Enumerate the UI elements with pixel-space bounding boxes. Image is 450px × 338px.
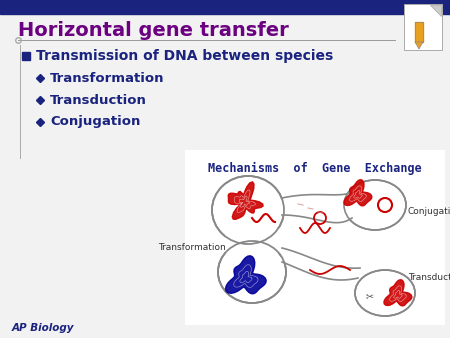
Text: Mechanisms  of  Gene  Exchange: Mechanisms of Gene Exchange	[208, 162, 422, 175]
Polygon shape	[225, 256, 266, 294]
Text: Transduction: Transduction	[408, 273, 450, 283]
Text: ✂: ✂	[366, 291, 374, 301]
Text: Transmission of DNA between species: Transmission of DNA between species	[36, 49, 333, 63]
Text: Transduction: Transduction	[50, 94, 147, 106]
Text: Conjugation: Conjugation	[408, 208, 450, 217]
Polygon shape	[415, 42, 423, 49]
Bar	[185, 150, 445, 325]
Ellipse shape	[355, 270, 415, 316]
Polygon shape	[384, 280, 412, 306]
Text: Transformation: Transformation	[158, 242, 226, 251]
Bar	[225, 228, 280, 253]
Ellipse shape	[212, 176, 284, 244]
Ellipse shape	[218, 241, 286, 303]
Text: AP Biology: AP Biology	[12, 323, 75, 333]
Polygon shape	[228, 182, 263, 219]
FancyBboxPatch shape	[404, 4, 442, 50]
Polygon shape	[415, 22, 423, 42]
Polygon shape	[344, 180, 372, 206]
Polygon shape	[430, 5, 441, 16]
Text: Transformation: Transformation	[50, 72, 165, 84]
Ellipse shape	[344, 180, 406, 230]
Polygon shape	[282, 248, 360, 280]
Text: Horizontal gene transfer: Horizontal gene transfer	[18, 21, 289, 40]
Bar	[0, 0, 450, 14]
Text: Conjugation: Conjugation	[50, 116, 140, 128]
Polygon shape	[282, 190, 358, 223]
